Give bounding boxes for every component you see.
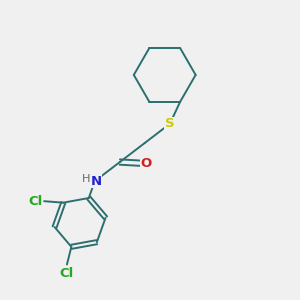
Text: Cl: Cl xyxy=(28,195,43,208)
Text: Cl: Cl xyxy=(60,267,74,280)
Text: S: S xyxy=(165,117,175,130)
Text: N: N xyxy=(91,175,102,188)
Text: O: O xyxy=(141,157,152,170)
Text: H: H xyxy=(82,174,91,184)
